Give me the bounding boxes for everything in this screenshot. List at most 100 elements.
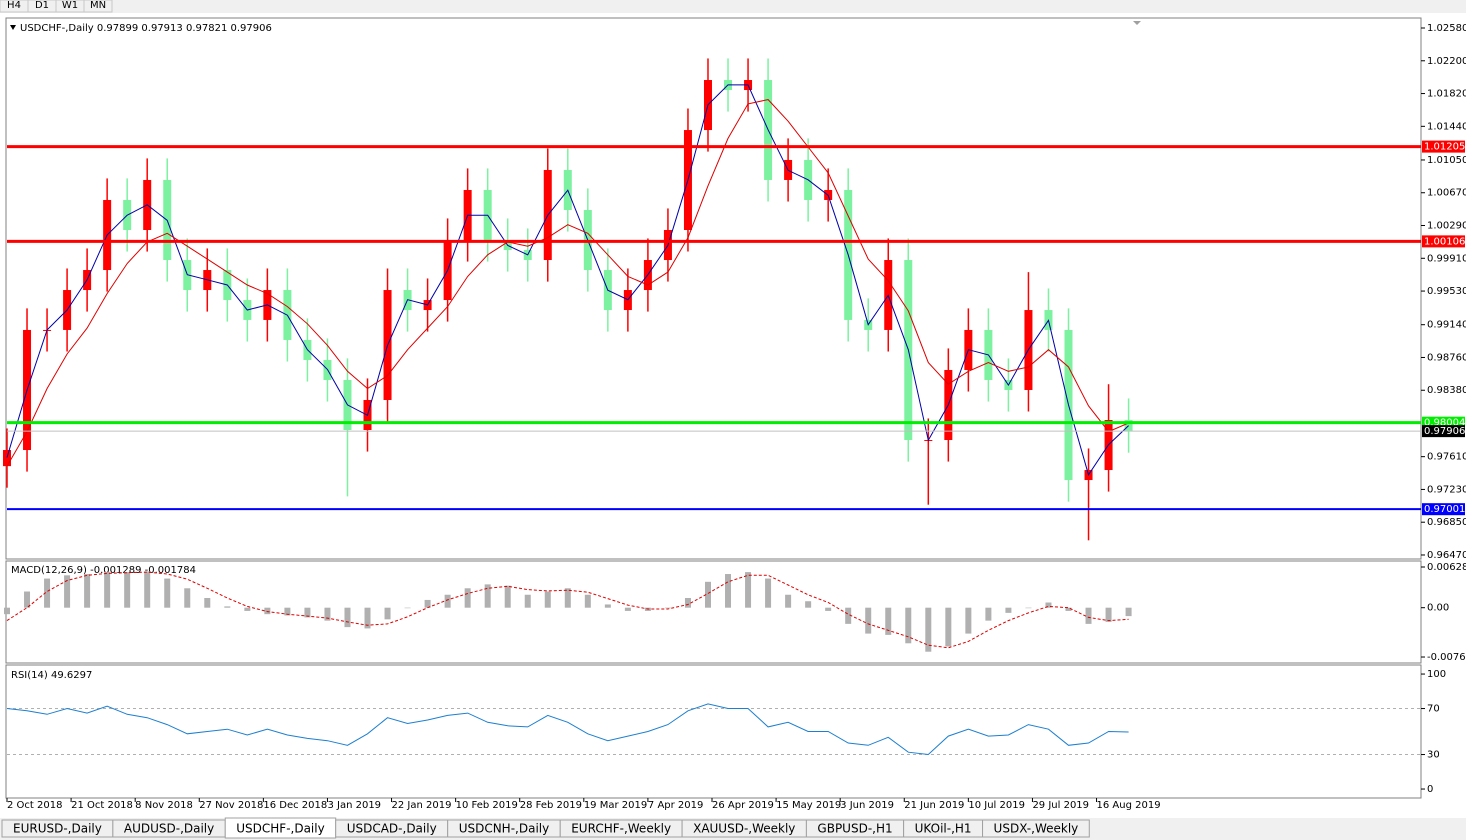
macd-histogram-bar [284,607,291,616]
macd-histogram-bar [164,578,171,608]
chart-tab-label[interactable]: USDCHF-,Daily [236,822,324,836]
chart-title: USDCHF-,Daily 0.97899 0.97913 0.97821 0.… [20,23,272,34]
price-level-label: 1.01205 [1424,142,1465,153]
macd-histogram-bar [404,607,411,609]
macd-histogram-bar [184,588,191,608]
y-tick-label: 0.006286 [1427,562,1466,573]
timeframe-label[interactable]: D1 [35,0,49,11]
y-tick-label: 1.00670 [1427,188,1466,199]
macd-signal-line [6,571,1129,649]
y-tick-label: 0.98760 [1427,352,1466,363]
chart-tab-label[interactable]: XAUUSD-,Weekly [693,822,795,836]
candle-body [3,450,11,467]
y-tick-label: 0 [1427,784,1433,795]
macd-histogram-bar [765,578,772,608]
macd-histogram-bar [1025,607,1032,609]
macd-histogram-bar [324,607,331,621]
y-tick-label: 30 [1427,750,1440,761]
macd-histogram-bar [304,607,311,618]
macd-histogram-bar [664,607,671,609]
x-tick-label: 16 Dec 2018 [263,800,327,811]
x-tick-label: 22 Jan 2019 [392,800,452,811]
macd-histogram-bar [44,578,51,608]
macd-histogram-bar [1085,607,1092,624]
macd-histogram-bar [945,607,952,647]
macd-histogram-bar [845,607,852,624]
macd-histogram-bar [725,574,732,608]
y-tick-label: 1.02580 [1427,23,1466,34]
macd-histogram-bar [384,607,391,620]
chart-tab-label[interactable]: EURCHF-,Weekly [571,822,671,836]
chart-tab-label[interactable]: USDCAD-,Daily [347,822,437,836]
y-tick-label: -0.00762 [1427,652,1466,663]
y-tick-label: 0.97230 [1427,484,1466,495]
x-tick-label: 16 Aug 2019 [1097,800,1161,811]
chart-tab[interactable] [982,819,1090,838]
price-level-label-box [1422,425,1465,438]
x-tick-label: 21 Jun 2019 [904,800,964,811]
macd-histogram-bar [624,607,631,611]
chart-tab-label[interactable]: EURUSD-,Daily [13,822,102,836]
macd-histogram-bar [204,597,211,608]
macd-histogram-bar [985,607,992,621]
main-panel-frame [5,17,1422,560]
y-tick-label: 1.00290 [1427,221,1466,232]
macd-histogram-bar [444,594,451,608]
macd-histogram-bar [424,599,431,608]
price-level-label-box [1422,140,1465,153]
x-tick-label: 26 Apr 2019 [712,800,774,811]
price-level-label-box [1422,235,1465,248]
macd-histogram-bar [84,574,91,608]
x-tick-label: 15 May 2019 [776,800,841,811]
moving-average [6,84,1129,476]
macd-histogram-bar [544,591,551,608]
macd-histogram-bar [1125,607,1132,617]
macd-histogram-bar [965,607,972,634]
price-level-label: 0.97906 [1424,426,1465,437]
macd-histogram-bar [344,607,351,628]
y-tick-label: 0.99140 [1427,320,1466,331]
x-tick-label: 7 Apr 2019 [648,800,703,811]
rsi-line [6,703,1129,756]
moving-average [6,99,1129,467]
macd-histogram-bar [64,575,71,608]
chart-tab-label[interactable]: UKOil-,H1 [915,822,972,836]
y-tick-label: 0.00 [1427,603,1449,614]
macd-histogram-bar [364,607,371,629]
timeframe-label[interactable]: MN [90,0,106,11]
x-tick-label: 27 Nov 2018 [199,800,263,811]
x-tick-label: 8 Nov 2018 [135,800,193,811]
macd-histogram-bar [264,607,271,615]
macd-histogram-bar [504,585,511,608]
macd-histogram-bar [144,571,151,608]
macd-histogram-bar [524,594,531,608]
macd-histogram-bar [464,588,471,608]
chart-tab-label[interactable]: USDX-,Weekly [994,822,1079,836]
macd-histogram-bar [745,572,752,608]
y-tick-label: 1.01050 [1427,155,1466,166]
macd-histogram-bar [785,594,792,608]
x-tick-label: 2 Oct 2018 [7,800,62,811]
x-tick-label: 3 Jun 2019 [840,800,894,811]
chart-tab-label[interactable]: AUDUSD-,Daily [124,822,214,836]
timeframe-button[interactable] [83,0,113,13]
chart-tab-label[interactable]: GBPUSD-,H1 [817,822,892,836]
timeframe-label[interactable]: H4 [7,0,21,11]
price-level-label: 1.00106 [1424,236,1465,247]
y-tick-label: 0.99530 [1427,286,1466,297]
y-tick-label: 1.01820 [1427,89,1466,100]
timeframe-label[interactable]: W1 [62,0,78,11]
price-level-label: 0.98004 [1424,418,1465,429]
y-tick-label: 0.98380 [1427,385,1466,396]
price-level-label: 0.97001 [1424,504,1465,515]
macd-histogram-bar [1065,607,1072,611]
macd-histogram-bar [244,607,251,611]
rsi-title: RSI(14) 49.6297 [11,670,92,681]
rsi-panel-frame [5,664,1422,799]
y-tick-label: 100 [1427,669,1446,680]
macd-histogram-bar [905,607,912,644]
x-tick-label: 19 Mar 2019 [584,800,647,811]
chart-tab-label[interactable]: USDCNH-,Daily [459,822,550,836]
